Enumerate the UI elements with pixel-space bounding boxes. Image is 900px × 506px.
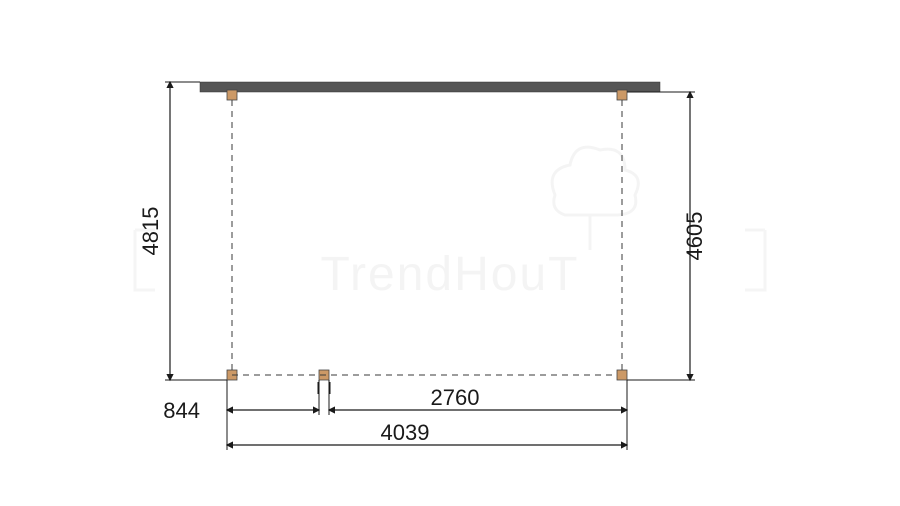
dim-left-label: 4815: [138, 207, 163, 256]
watermark-label: TrendHouT: [321, 248, 580, 301]
dim-total-label: 4039: [381, 420, 430, 445]
dim-seg2: 2760: [329, 385, 627, 410]
dim-seg1: 844: [163, 398, 319, 423]
dim-right-label: 4605: [682, 212, 707, 261]
drawing-svg: TrendHouT 4815 4605: [0, 0, 900, 506]
technical-drawing: { "drawing": { "type": "technical-plan",…: [0, 0, 900, 506]
roof-bar: [200, 82, 660, 92]
dim-right: 4605: [627, 92, 707, 380]
dash-lines: [232, 100, 622, 375]
posts-group: [227, 90, 627, 380]
dim-seg2-label: 2760: [431, 385, 480, 410]
dim-seg1-label: 844: [163, 398, 200, 423]
watermark: TrendHouT: [135, 147, 765, 301]
post: [617, 90, 627, 100]
dim-total: 4039: [227, 420, 627, 445]
post: [227, 90, 237, 100]
post: [617, 370, 627, 380]
tick-marks: [318, 382, 330, 394]
dim-left: 4815: [138, 82, 227, 380]
